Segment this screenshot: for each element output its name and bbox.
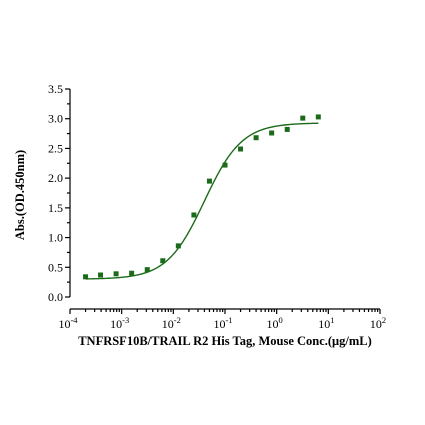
y-tick-label: 1.5 [48, 201, 63, 215]
y-tick-label: 0.5 [48, 260, 63, 274]
axes: 0.0 0.5 1.0 1.5 2.0 2.5 3.0 3.5 10-4 10-3 10-2 10-1… [48, 82, 386, 331]
x-tick-label: 100 [267, 315, 283, 331]
data-point [300, 115, 306, 121]
y-tick-label: 3.0 [48, 112, 63, 126]
x-tick-label: 10-2 [162, 315, 181, 331]
y-tick-label: 3.5 [48, 82, 63, 96]
data-point [253, 135, 259, 141]
x-tick-label: 101 [318, 315, 334, 331]
y-tick-label: 1.0 [48, 231, 63, 245]
fit-curve [85, 122, 319, 280]
y-tick-label: 2.5 [48, 141, 63, 155]
data-point [129, 270, 135, 276]
data-point [238, 146, 244, 152]
data-point [269, 130, 275, 136]
data-point [144, 267, 150, 273]
y-tick-label: 0.0 [48, 290, 63, 304]
data-points-layer [83, 114, 321, 280]
y-axis-label: Abs.(OD.450nm) [13, 150, 27, 240]
data-point [160, 258, 166, 264]
data-point [284, 126, 290, 132]
x-tick-label: 10-4 [58, 315, 78, 331]
data-point [83, 274, 89, 280]
x-axis-label: TNFRSF10B/TRAIL R2 His Tag, Mouse Conc.(… [78, 334, 372, 348]
data-point [191, 212, 197, 218]
x-tick-label: 10-1 [213, 315, 232, 331]
data-point [98, 272, 104, 278]
data-point [175, 243, 181, 249]
fit-curve-layer [85, 122, 319, 280]
y-tick-label: 2.0 [48, 171, 63, 185]
data-point [222, 162, 228, 168]
data-point [206, 178, 212, 184]
data-point [113, 271, 119, 277]
x-tick-label: 10-3 [110, 315, 129, 331]
data-point [315, 114, 321, 120]
x-tick-label: 102 [370, 315, 386, 331]
